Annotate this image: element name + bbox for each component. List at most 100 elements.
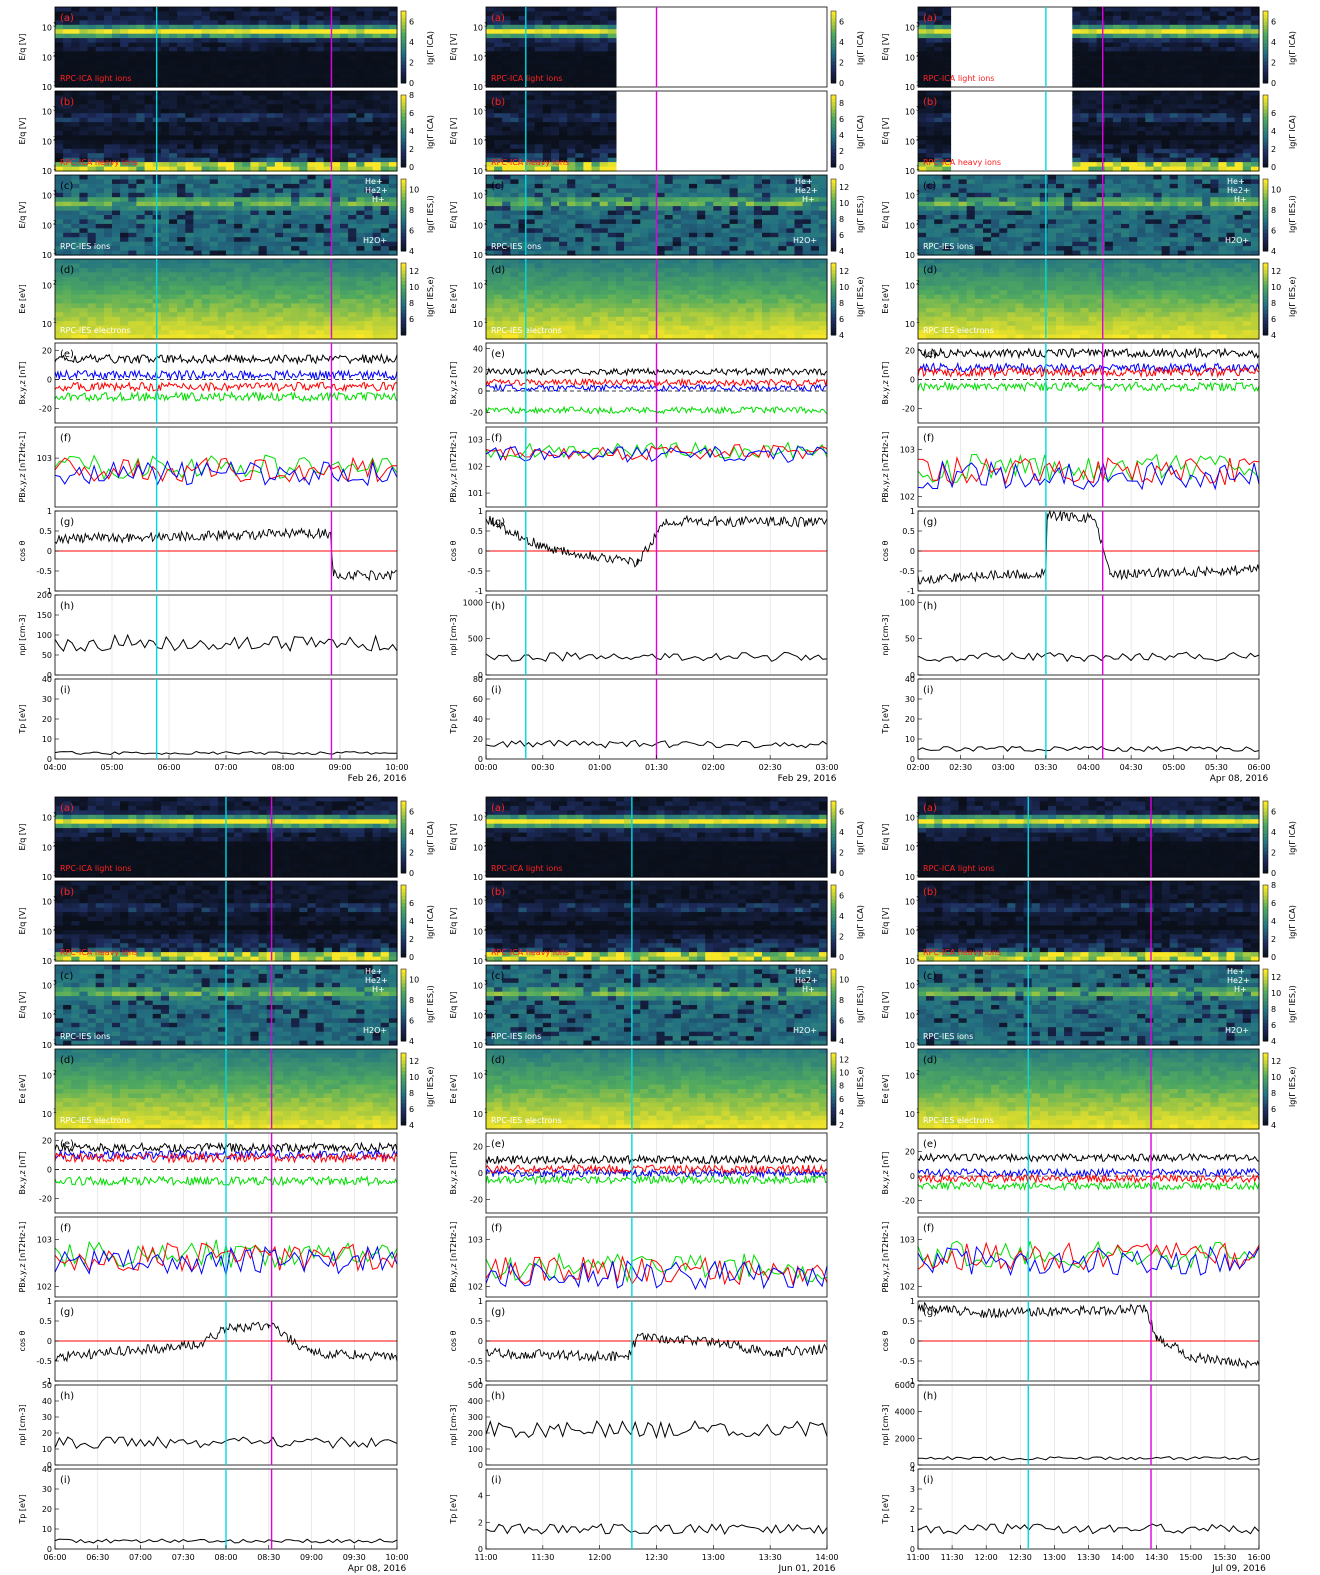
spectrogram-cell bbox=[575, 307, 584, 313]
spectrogram-cell bbox=[331, 201, 341, 207]
spectrogram-cell bbox=[583, 206, 593, 212]
spectrogram-cell bbox=[778, 250, 787, 256]
spectrogram-cell bbox=[283, 175, 292, 180]
spectrogram-cell bbox=[315, 285, 325, 291]
spectrogram-cell bbox=[274, 15, 284, 21]
spectrogram-cell bbox=[226, 15, 235, 21]
colorbar-cell bbox=[401, 306, 406, 311]
spectrogram-cell bbox=[323, 316, 333, 322]
spectrogram-cell bbox=[87, 299, 97, 304]
spectrogram-cell bbox=[201, 334, 211, 340]
spectrogram-cell bbox=[364, 312, 374, 318]
spectrogram-cell bbox=[380, 24, 390, 30]
spectrogram-cell bbox=[713, 197, 722, 203]
spectrogram-cell bbox=[510, 55, 520, 61]
spectrogram-cell bbox=[380, 29, 390, 35]
spectrogram-cell bbox=[136, 299, 146, 304]
spectrogram-cell bbox=[340, 237, 349, 243]
spectrogram-cell bbox=[615, 232, 625, 238]
spectrogram-cell bbox=[95, 294, 105, 300]
spectrogram-cell bbox=[209, 99, 219, 105]
spectrogram-cell bbox=[307, 117, 317, 123]
spectrogram-cell bbox=[87, 179, 97, 185]
spectrogram-cell bbox=[567, 219, 576, 225]
y-tick-label: 10 bbox=[473, 167, 483, 176]
spectrogram-cell bbox=[103, 263, 113, 269]
spectrogram-cell bbox=[502, 135, 511, 141]
spectrogram-cell bbox=[559, 334, 568, 340]
spectrogram-cell bbox=[128, 232, 137, 238]
spectrogram-cell bbox=[380, 294, 390, 300]
spectrogram-cell bbox=[258, 290, 268, 296]
spectrogram-cell bbox=[372, 91, 382, 96]
spectrogram-cell bbox=[486, 303, 495, 309]
spectrogram-cell bbox=[762, 183, 771, 189]
spectrogram-cell bbox=[583, 51, 593, 57]
spectrogram-cell bbox=[526, 325, 536, 331]
spectrogram-cell bbox=[250, 131, 260, 136]
spectrogram-cell bbox=[291, 73, 300, 79]
spectrogram-cell bbox=[136, 91, 146, 96]
spectrogram-cell bbox=[266, 183, 276, 189]
spectrogram-cell bbox=[128, 334, 137, 340]
spectrogram-cell bbox=[526, 113, 536, 119]
spectrogram-cell bbox=[575, 272, 584, 278]
spectrogram-cell bbox=[169, 162, 178, 168]
spectrogram-cell bbox=[591, 223, 601, 229]
spectrogram-cell bbox=[672, 210, 682, 216]
spectrogram-cell bbox=[55, 15, 64, 21]
spectrogram-cell bbox=[177, 157, 186, 163]
spectrogram-cell bbox=[242, 219, 251, 225]
spectrogram-cell bbox=[599, 210, 609, 216]
spectrogram-cell bbox=[144, 64, 154, 70]
spectrogram-cell bbox=[112, 91, 121, 96]
panel-frame bbox=[54, 594, 398, 676]
spectrogram-cell bbox=[591, 55, 601, 61]
spectrogram-cell bbox=[250, 334, 260, 340]
spectrogram-cell bbox=[388, 166, 398, 172]
spectrogram-cell bbox=[656, 246, 666, 252]
spectrogram-cell bbox=[542, 303, 552, 309]
spectrogram-cell bbox=[95, 285, 105, 291]
spectrogram-cell bbox=[144, 122, 154, 128]
colorbar-tick-label: 4 bbox=[409, 127, 414, 136]
spectrogram-cell bbox=[583, 179, 593, 185]
spectrogram-cell bbox=[258, 325, 268, 331]
spectrogram-cell bbox=[185, 42, 194, 48]
spectrogram-cell bbox=[542, 29, 552, 35]
spectrogram-cell bbox=[217, 246, 227, 252]
spectrogram-cell bbox=[356, 307, 365, 313]
spectrogram-cell bbox=[291, 78, 300, 84]
spectrogram-cell bbox=[599, 108, 609, 114]
spectrogram-cell bbox=[559, 135, 568, 141]
spectrogram-cell bbox=[640, 179, 649, 185]
spectrogram-cell bbox=[201, 148, 211, 154]
spectrogram-cell bbox=[226, 250, 235, 256]
spectrogram-cell bbox=[372, 237, 382, 243]
spectrogram-cell bbox=[583, 162, 593, 168]
spectrogram-cell bbox=[510, 7, 520, 12]
spectrogram-cell bbox=[323, 20, 333, 26]
y-axis-label: Ee [eV] bbox=[18, 284, 27, 313]
spectrogram-cell bbox=[689, 219, 698, 225]
spectrogram-cell bbox=[323, 276, 333, 282]
spectrogram-cell bbox=[266, 7, 276, 12]
spectrogram-cell bbox=[729, 183, 739, 189]
spectrogram-cell bbox=[583, 148, 593, 154]
spectrogram-cell bbox=[656, 183, 666, 189]
spectrogram-cell bbox=[201, 139, 211, 145]
spectrogram-cell bbox=[486, 206, 495, 212]
spectrogram-cell bbox=[63, 126, 72, 132]
spectrogram-cell bbox=[226, 188, 235, 194]
spectrogram-cell bbox=[266, 250, 276, 256]
spectrogram-cell bbox=[266, 188, 276, 194]
spectrogram-cell bbox=[193, 330, 203, 336]
spectrogram-cell bbox=[128, 299, 137, 304]
spectrogram-cell bbox=[494, 29, 503, 35]
spectrogram-cell bbox=[185, 294, 194, 300]
spectrogram-cell bbox=[664, 210, 674, 216]
spectrogram-cell bbox=[185, 166, 194, 172]
spectrogram-cell bbox=[591, 232, 601, 238]
spectrogram-cell bbox=[737, 183, 747, 189]
